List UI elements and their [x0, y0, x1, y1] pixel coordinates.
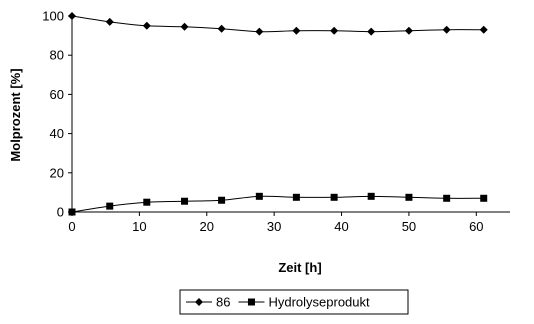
y-tick-label: 100	[42, 9, 64, 24]
data-point-diamond	[404, 26, 413, 35]
data-point-square	[106, 202, 114, 210]
x-axis-ticks: 0 10 20 30 40 50 60	[68, 212, 484, 234]
legend: 86 Hydrolyseprodukt	[179, 289, 409, 315]
legend-label: Hydrolyseprodukt	[268, 295, 370, 310]
y-axis-ticks: 0 20 40 60 80 100	[42, 9, 72, 220]
legend-marker-diamond	[195, 298, 203, 306]
data-point-square	[292, 193, 300, 201]
legend-label: 86	[216, 295, 230, 310]
y-tick-label: 40	[50, 126, 64, 141]
legend-box	[179, 289, 409, 315]
data-point-square	[68, 208, 76, 216]
series-86	[68, 12, 488, 36]
data-point-square	[330, 193, 338, 201]
x-tick-label: 30	[267, 219, 281, 234]
data-point-diamond	[142, 21, 151, 30]
y-tick-label: 0	[57, 205, 64, 220]
data-point-square	[405, 193, 413, 201]
data-point-square	[255, 192, 263, 200]
data-point-diamond	[68, 12, 76, 20]
data-point-diamond	[217, 24, 226, 33]
series-hydrolyseprodukt	[68, 192, 488, 216]
data-point-diamond	[255, 27, 264, 36]
x-tick-label: 10	[132, 219, 146, 234]
data-point-diamond	[442, 25, 451, 34]
y-tick-label: 60	[50, 87, 64, 102]
series-layer	[68, 12, 488, 216]
x-tick-label: 50	[402, 219, 416, 234]
data-point-square	[143, 198, 151, 206]
x-axis-title: Zeit [h]	[278, 260, 321, 275]
x-tick-label: 0	[68, 219, 75, 234]
data-point-square	[367, 192, 375, 200]
data-point-diamond	[330, 26, 339, 35]
data-point-diamond	[180, 22, 189, 31]
data-point-diamond	[292, 26, 301, 35]
data-point-square	[181, 197, 189, 205]
y-tick-label: 80	[50, 48, 64, 63]
data-point-diamond	[479, 25, 488, 34]
data-point-diamond	[367, 27, 376, 36]
series-line	[71, 195, 484, 213]
series-line	[71, 15, 484, 33]
data-point-square	[218, 196, 226, 204]
x-tick-label: 40	[334, 219, 348, 234]
y-axis-title: Molprozent [%]	[8, 68, 23, 161]
data-point-diamond	[105, 17, 114, 26]
x-tick-label: 60	[469, 219, 483, 234]
plot-area: 0 20 40 60 80 100 0 10 20 30 40 50 60	[42, 9, 510, 234]
data-point-square	[443, 194, 451, 202]
data-point-square	[480, 194, 488, 202]
x-tick-label: 20	[200, 219, 214, 234]
legend-item: 86	[186, 295, 230, 310]
legend-item: Hydrolyseprodukt	[238, 295, 370, 310]
y-tick-label: 20	[50, 165, 64, 180]
legend-marker-square	[247, 298, 255, 306]
